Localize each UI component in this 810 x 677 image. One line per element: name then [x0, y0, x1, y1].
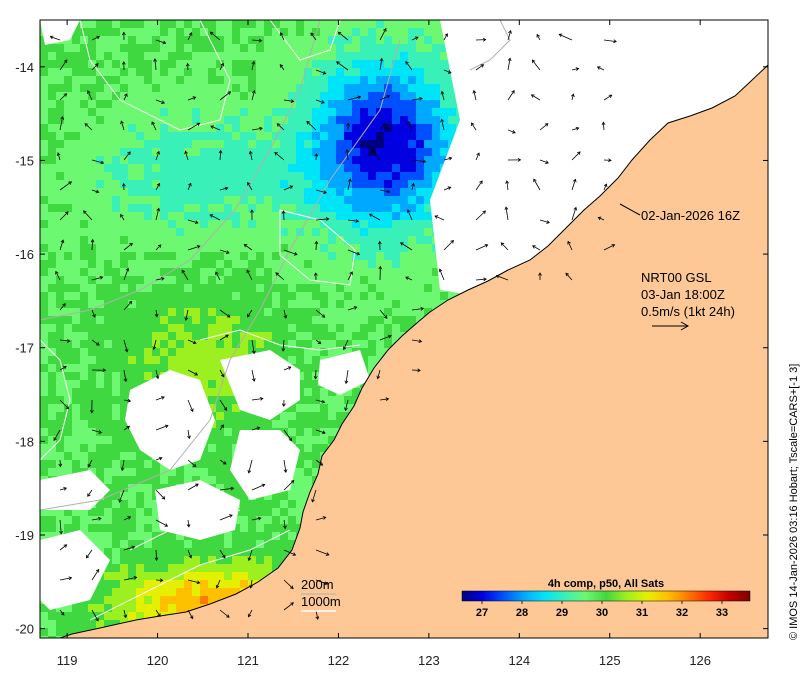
lat-tick-label: -20 [15, 622, 34, 637]
lat-tick-label: -17 [15, 341, 34, 356]
lon-tick-label: 121 [237, 653, 259, 668]
colorbar-tick-label: 28 [516, 607, 528, 619]
colorbar-scale [462, 591, 750, 601]
lon-tick-label: 125 [599, 653, 621, 668]
colorbar-tick-label: 32 [676, 607, 688, 619]
current-source-label: NRT00 GSL [641, 270, 712, 285]
lat-tick-label: -16 [15, 247, 34, 262]
colorbar-title: 4h comp, p50, All Sats [548, 578, 664, 590]
current-time-label: 03-Jan 18:00Z [641, 287, 725, 302]
lat-tick-label: -14 [15, 60, 34, 75]
colorbar-tick-label: 30 [596, 607, 608, 619]
timestamp-label: 02-Jan-2026 16Z [641, 208, 740, 223]
depth-1000-label: 1000m [301, 594, 341, 609]
colorbar-tick-label: 29 [556, 607, 568, 619]
colorbar-tick-label: 33 [716, 607, 728, 619]
lon-tick-label: 119 [57, 653, 78, 668]
depth-200-label: 200m [301, 577, 334, 592]
lon-tick-label: 123 [418, 653, 440, 668]
lon-tick-label: 122 [328, 653, 350, 668]
lon-tick-label: 124 [508, 653, 530, 668]
lat-tick-label: -19 [15, 528, 34, 543]
lon-tick-label: 120 [147, 653, 169, 668]
lon-tick-label: 126 [689, 653, 711, 668]
current-scale-label: 0.5m/s (1kt 24h) [641, 304, 735, 319]
credit-text: © IMOS 14-Jan-2026 03:16 Hobart; Tscale=… [788, 364, 800, 640]
lat-tick-label: -18 [15, 434, 34, 449]
colorbar-tick-label: 27 [476, 607, 488, 619]
lat-tick-label: -15 [15, 153, 34, 168]
colorbar-tick-label: 31 [636, 607, 648, 619]
